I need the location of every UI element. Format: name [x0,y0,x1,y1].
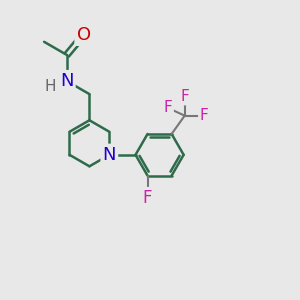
Text: O: O [76,26,91,44]
Text: H: H [45,79,56,94]
Text: F: F [143,189,152,207]
Text: F: F [180,88,189,104]
Text: N: N [60,72,74,90]
Text: F: F [200,108,209,123]
Text: N: N [103,146,116,164]
Text: F: F [163,100,172,115]
